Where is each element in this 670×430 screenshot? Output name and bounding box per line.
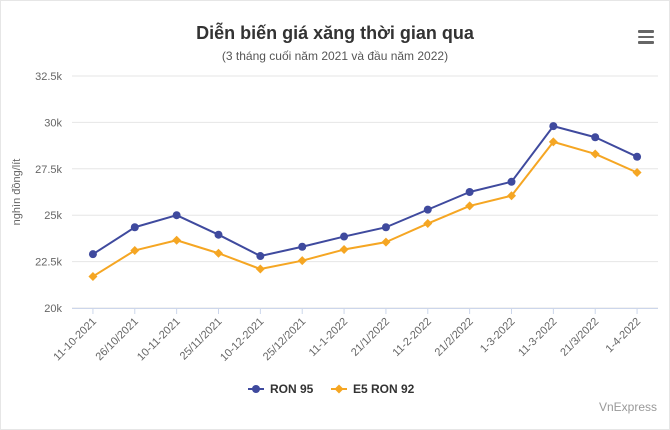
data-point-ron-95 bbox=[633, 152, 642, 161]
legend-item-ron-95-label[interactable]: RON 95 bbox=[270, 382, 314, 396]
y-tick-label: 20k bbox=[44, 303, 62, 315]
y-tick-label: 30k bbox=[44, 117, 62, 129]
hamburger-menu-icon[interactable] bbox=[638, 30, 654, 44]
data-point-e5-ron-92 bbox=[590, 149, 600, 159]
data-point-e5-ron-92 bbox=[255, 264, 265, 274]
data-point-ron-95 bbox=[214, 230, 223, 239]
data-point-ron-95 bbox=[172, 211, 181, 220]
legend-item-ron-95-marker bbox=[252, 385, 260, 393]
x-tick-label: 11-10-2021 bbox=[51, 316, 99, 364]
legend-item-e5-ron-92-marker bbox=[334, 384, 344, 394]
x-tick-label: 21/3/2022 bbox=[558, 316, 601, 359]
data-point-ron-95 bbox=[256, 252, 265, 261]
data-point-e5-ron-92 bbox=[297, 256, 307, 266]
y-tick-label: 27.5k bbox=[35, 164, 62, 176]
data-point-ron-95 bbox=[130, 223, 139, 232]
data-point-e5-ron-92 bbox=[339, 245, 349, 255]
data-point-ron-95 bbox=[88, 250, 97, 259]
x-tick-label: 11-1-2022 bbox=[307, 316, 350, 359]
data-point-e5-ron-92 bbox=[465, 201, 475, 211]
data-point-ron-95 bbox=[381, 223, 390, 232]
data-point-e5-ron-92 bbox=[88, 271, 98, 281]
x-tick-label: 25/12/2021 bbox=[261, 316, 308, 363]
x-tick-label: 1-3-2022 bbox=[478, 316, 518, 356]
data-point-e5-ron-92 bbox=[214, 248, 223, 258]
y-tick-label: 25k bbox=[44, 210, 62, 222]
x-tick-label: 11-3-2022 bbox=[516, 316, 559, 359]
y-axis-title: nghìn đồng/lít bbox=[11, 159, 23, 226]
chart-title: Diễn biến giá xăng thời gian qua bbox=[196, 23, 474, 43]
x-tick-label: 10-11-2021 bbox=[135, 316, 183, 364]
chart-subtitle: (3 tháng cuối năm 2021 và đầu năm 2022) bbox=[221, 49, 449, 63]
data-point-e5-ron-92 bbox=[548, 137, 558, 147]
chart-credit[interactable]: VnExpress bbox=[598, 400, 657, 414]
data-point-ron-95 bbox=[340, 232, 349, 241]
data-point-ron-95 bbox=[507, 177, 516, 186]
data-point-e5-ron-92 bbox=[423, 219, 433, 229]
x-tick-label: 21/2/2022 bbox=[433, 316, 476, 359]
series-line-e5-ron-92 bbox=[92, 140, 638, 278]
data-point-e5-ron-92 bbox=[130, 245, 140, 255]
y-tick-label: 32.5k bbox=[35, 71, 62, 83]
data-point-ron-95 bbox=[549, 122, 558, 131]
y-tick-label: 22.5k bbox=[35, 257, 62, 269]
x-tick-label: 26/10/2021 bbox=[93, 316, 140, 363]
data-point-e5-ron-92 bbox=[381, 237, 391, 247]
x-tick-label: 1-4-2022 bbox=[604, 316, 644, 356]
data-point-ron-95 bbox=[298, 242, 307, 251]
data-point-ron-95 bbox=[423, 205, 432, 214]
x-tick-label: 10-12-2021 bbox=[218, 316, 266, 364]
data-point-ron-95 bbox=[591, 133, 600, 142]
x-tick-label: 11-2-2022 bbox=[391, 316, 434, 359]
data-point-ron-95 bbox=[465, 188, 474, 196]
series-line-ron-95 bbox=[92, 125, 638, 258]
data-point-e5-ron-92 bbox=[632, 168, 642, 178]
legend-item-e5-ron-92-label[interactable]: E5 RON 92 bbox=[353, 382, 415, 396]
data-point-e5-ron-92 bbox=[507, 191, 516, 201]
x-tick-label: 21/1/2022 bbox=[349, 316, 392, 359]
data-point-e5-ron-92 bbox=[172, 235, 182, 245]
